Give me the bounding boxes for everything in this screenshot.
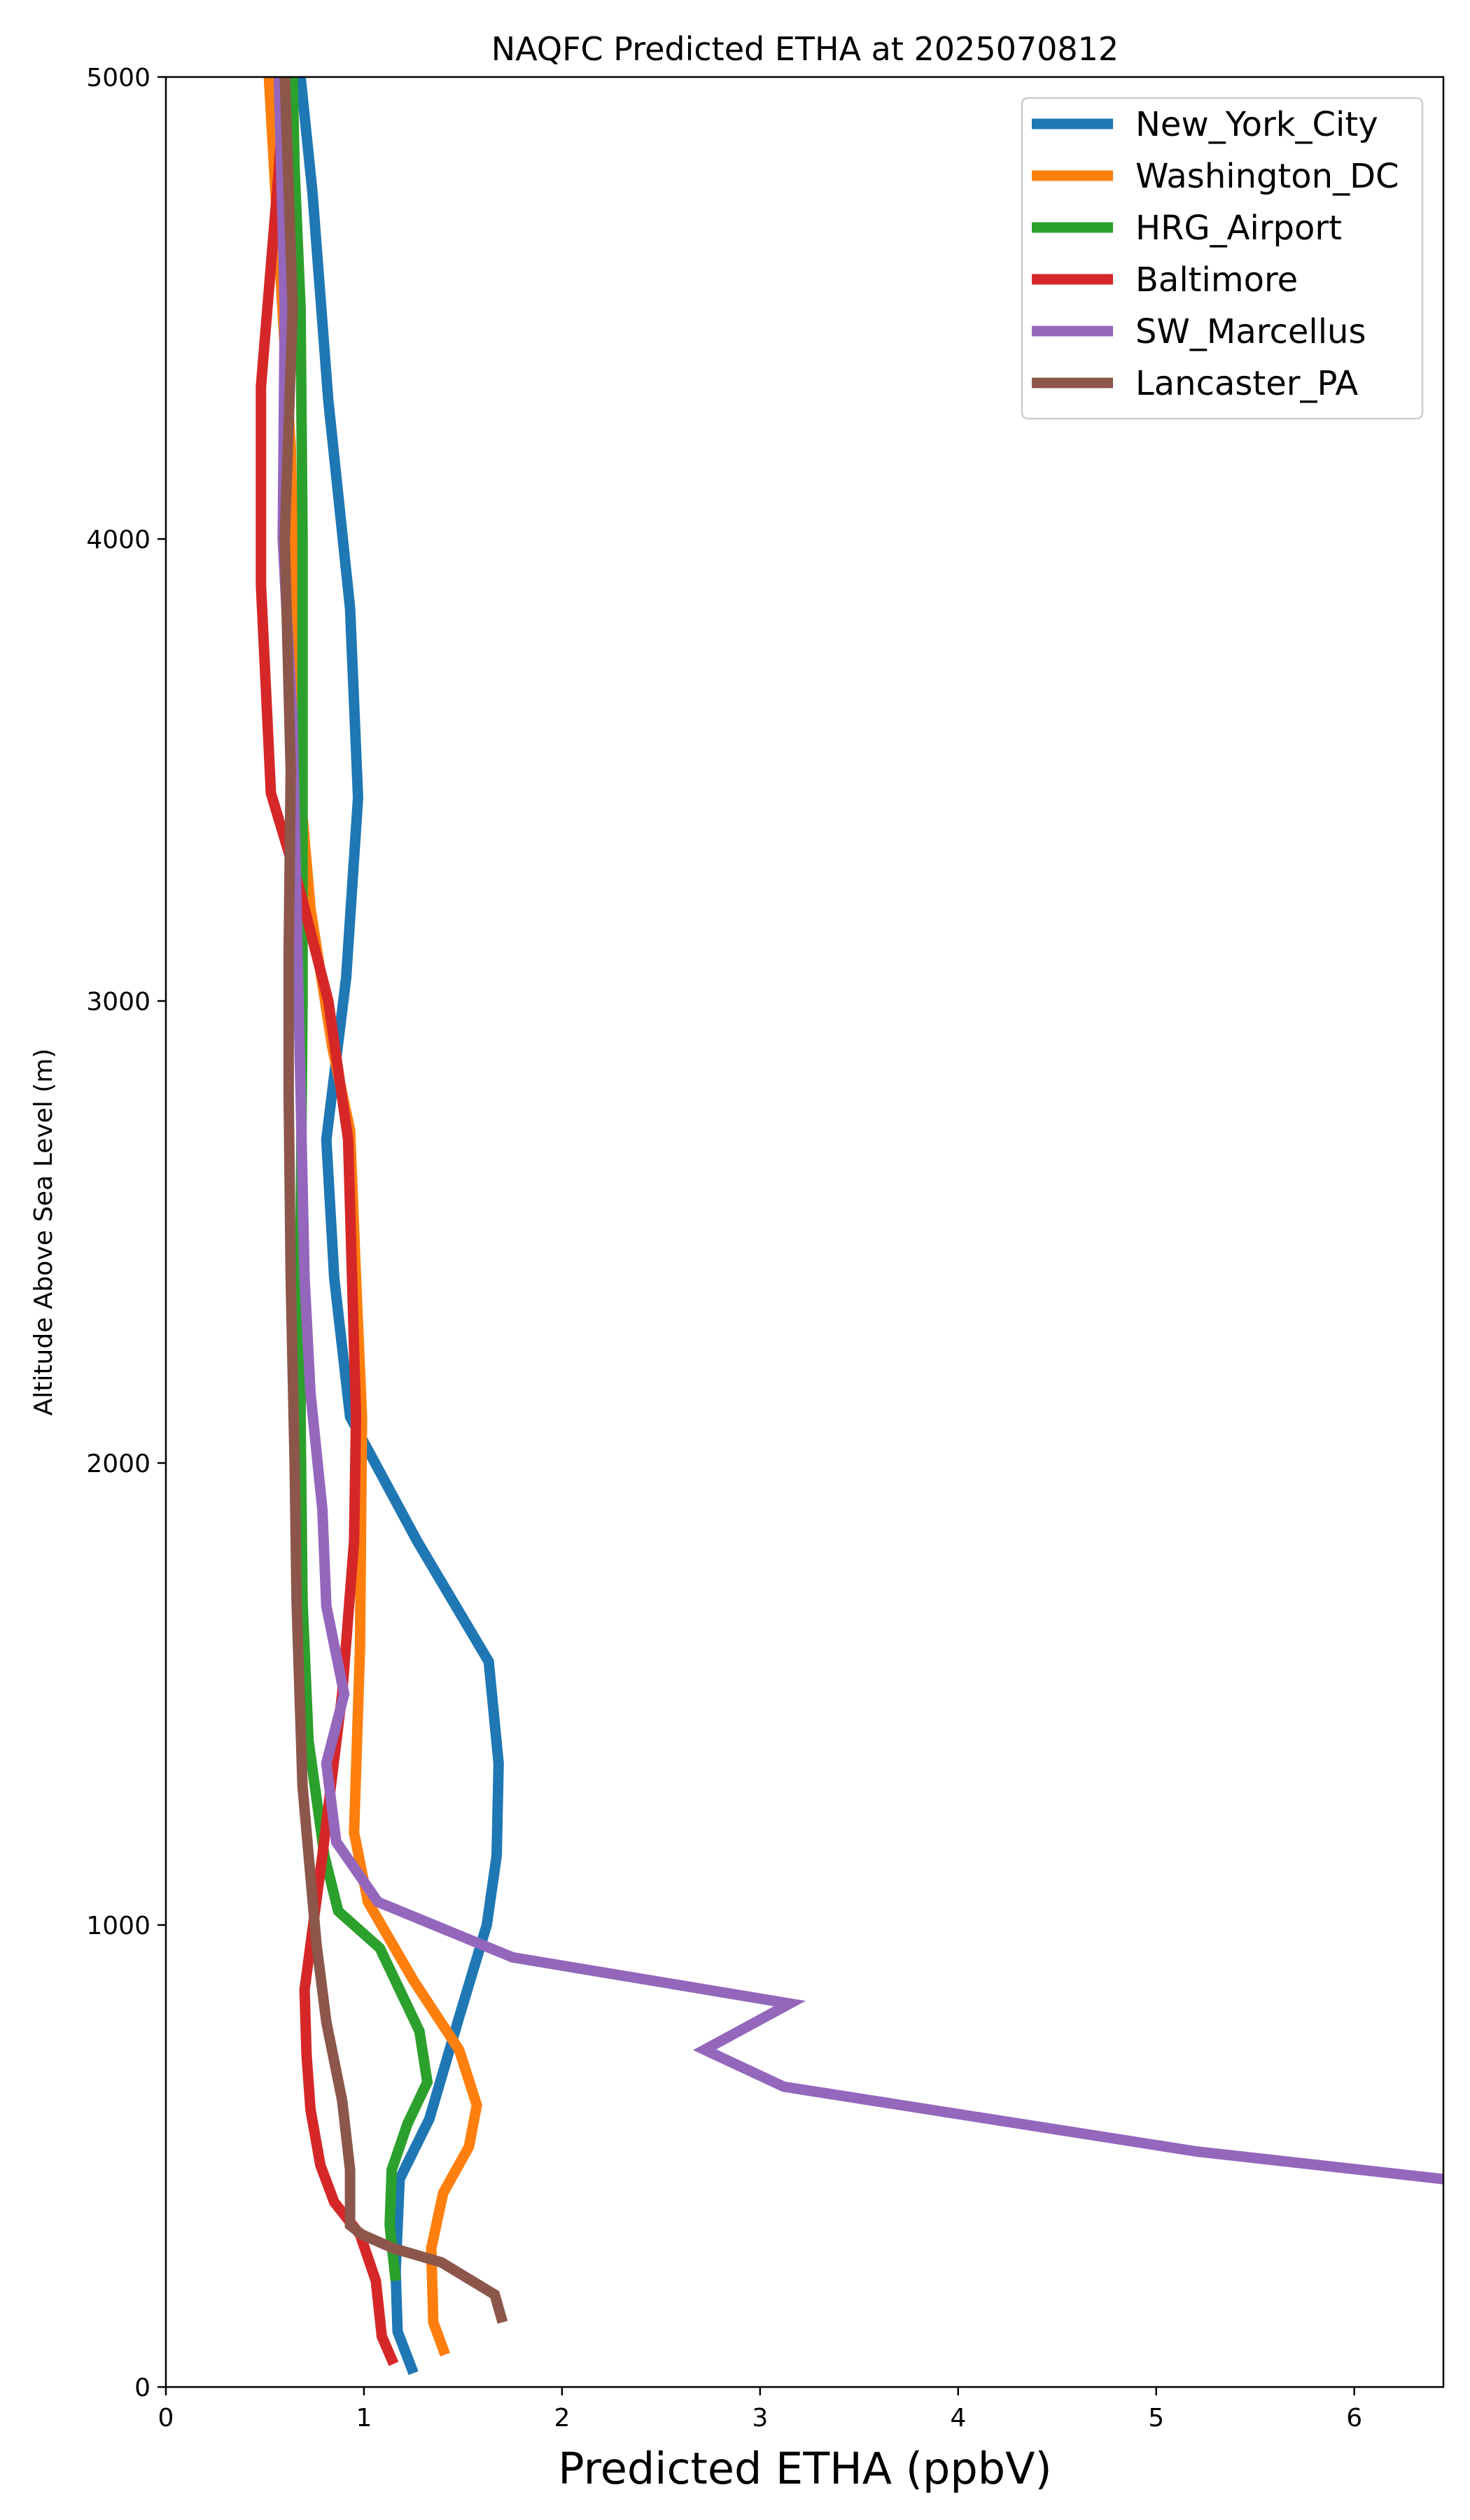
series-line-new-york-city	[295, 77, 504, 2375]
legend-label-lancaster-pa: Lancaster_PA	[1135, 364, 1358, 403]
chart-title: NAQFC Predicted ETHA at 2025070812	[491, 30, 1119, 68]
x-tick-label: 1	[356, 2404, 372, 2432]
y-tick-label: 5000	[86, 64, 150, 92]
legend-box	[1021, 97, 1424, 420]
x-tick-label: 2	[554, 2404, 570, 2432]
x-tick-label: 4	[950, 2404, 966, 2432]
x-tick-label: 0	[158, 2404, 174, 2432]
y-axis-label: Altitude Above Sea Level (m)	[29, 1049, 58, 1416]
y-tick-label: 3000	[86, 988, 150, 1016]
x-axis-label: Predicted ETHA (ppbV)	[558, 2443, 1051, 2494]
x-tick-label: 3	[752, 2404, 768, 2432]
y-tick-label: 1000	[86, 1912, 150, 1940]
series-line-hrg-airport	[287, 77, 433, 2282]
legend-label-washington-dc: Washington_DC	[1135, 157, 1399, 196]
legend-entries: New_York_City Washington_DC HRG_Airport Bal…	[1032, 105, 1399, 403]
x-tick-label: 5	[1148, 2404, 1164, 2432]
y-tick-label: 4000	[86, 526, 150, 554]
series-line-washington-dc	[263, 77, 482, 2357]
series-line-lancaster-pa	[279, 77, 508, 2324]
y-tick-label: 0	[134, 2374, 150, 2402]
series-layer	[255, 77, 1443, 2375]
legend-label-sw-marcellus: SW_Marcellus	[1135, 312, 1366, 351]
plot-frame	[164, 76, 1445, 2388]
x-tick-label: 6	[1346, 2404, 1362, 2432]
legend: New_York_City Washington_DC HRG_Airport Bal…	[1021, 97, 1424, 420]
legend-label-new-york-city: New_York_City	[1135, 105, 1378, 144]
legend-label-baltimore: Baltimore	[1135, 260, 1298, 300]
y-axis: 0 1000 2000 3000 4000 5000	[86, 64, 166, 2402]
legend-label-hrg-airport: HRG_Airport	[1135, 209, 1342, 248]
y-tick-label: 2000	[86, 1450, 150, 1478]
x-axis: 0 1 2 3 4 5 6	[158, 2387, 1362, 2432]
